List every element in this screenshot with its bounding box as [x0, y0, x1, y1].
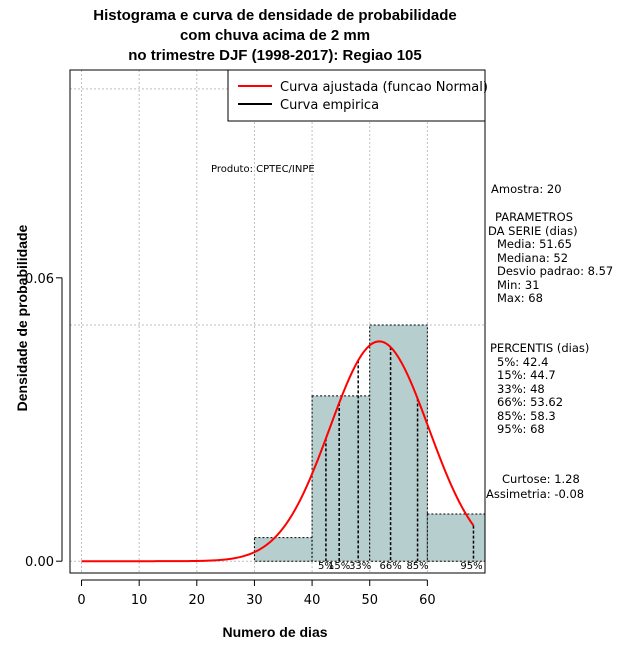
legend-label-empirical: Curva empirica	[280, 98, 379, 113]
stat-desvio: Desvio padrao: 8.57	[497, 264, 614, 278]
perc-66: 66%: 53.62	[497, 395, 564, 409]
percentile-label: 66%	[379, 561, 401, 572]
percentile-label: 85%	[406, 561, 428, 572]
percentile-label: 15%	[328, 561, 350, 572]
percentile-layer: 5%15%33% 66% 85% 95%	[318, 347, 483, 572]
stat-max: Max: 68	[497, 291, 543, 305]
product-annotation: Produto: CPTEC/INPE	[211, 164, 315, 175]
stat-media: Media: 51.65	[497, 237, 572, 251]
x-tick-label: 40	[304, 593, 321, 608]
x-tick-label: 30	[246, 593, 263, 608]
y-axis: 0.00 0.06	[25, 272, 63, 570]
stat-mediana: Mediana: 52	[497, 250, 569, 265]
percentile-list: PERCENTIS (dias) 5%: 42.4 15%: 44.7 33%:…	[490, 341, 590, 437]
perc-33: 33%: 48	[497, 381, 545, 396]
sample-size: Amostra: 20	[491, 182, 562, 196]
perc-15: 15%: 44.7	[497, 368, 556, 382]
histogram-bar	[426, 513, 486, 562]
x-tick-label: 10	[131, 593, 148, 608]
histogram-bar	[369, 324, 428, 562]
x-tick-label: 50	[361, 593, 378, 608]
legend: Curva ajustada (funcao Normal) Curva emp…	[227, 69, 488, 122]
percentile-label: 95%	[460, 561, 482, 572]
chart-title-line-2: com chuva acima de 2 mm	[179, 27, 371, 44]
legend-label-normal: Curva ajustada (funcao Normal)	[280, 80, 488, 95]
histogram-bar	[311, 395, 371, 562]
chart-title-line-3: no trimestre DJF (1998-2017): Regiao 105	[128, 47, 422, 64]
x-tick-label: 20	[189, 593, 206, 608]
series-parameters: PARAMETROS DA SERIE (dias) Media: 51.65 …	[488, 210, 614, 306]
y-axis-label: Densidade de probabilidade	[14, 224, 30, 412]
y-tick-label: 0.00	[25, 555, 54, 570]
stat-min: Min: 31	[497, 277, 540, 292]
x-tick-label: 60	[419, 593, 436, 608]
parameters-title-2: DA SERIE (dias)	[488, 223, 578, 238]
legend-box	[227, 69, 486, 122]
x-axis-label: Numero de dias	[222, 624, 328, 640]
x-tick-label: 0	[77, 593, 85, 608]
perc-5: 5%: 42.4	[497, 354, 549, 369]
chart-title-line-1: Histograma e curva de densidade de proba…	[93, 7, 457, 24]
percentile-label: 5%	[318, 561, 334, 572]
perc-95: 95%: 68	[497, 422, 545, 436]
percentile-label: 33%	[349, 561, 371, 572]
perc-85: 85%: 58.3	[497, 408, 556, 423]
stat-assimetria: Assimetria: -0.08	[486, 487, 585, 501]
percentiles-title: PERCENTIS (dias)	[490, 341, 590, 355]
bars-layer	[253, 324, 486, 562]
normal-curve-line	[81, 340, 475, 563]
y-tick-label: 0.06	[25, 272, 54, 287]
x-axis: 0 10 20 30 40 50 60	[77, 579, 436, 608]
histogram-bar	[253, 537, 313, 562]
stat-curtose: Curtose: 1.28	[502, 472, 580, 486]
parameters-title-1: PARAMETROS	[495, 210, 574, 224]
